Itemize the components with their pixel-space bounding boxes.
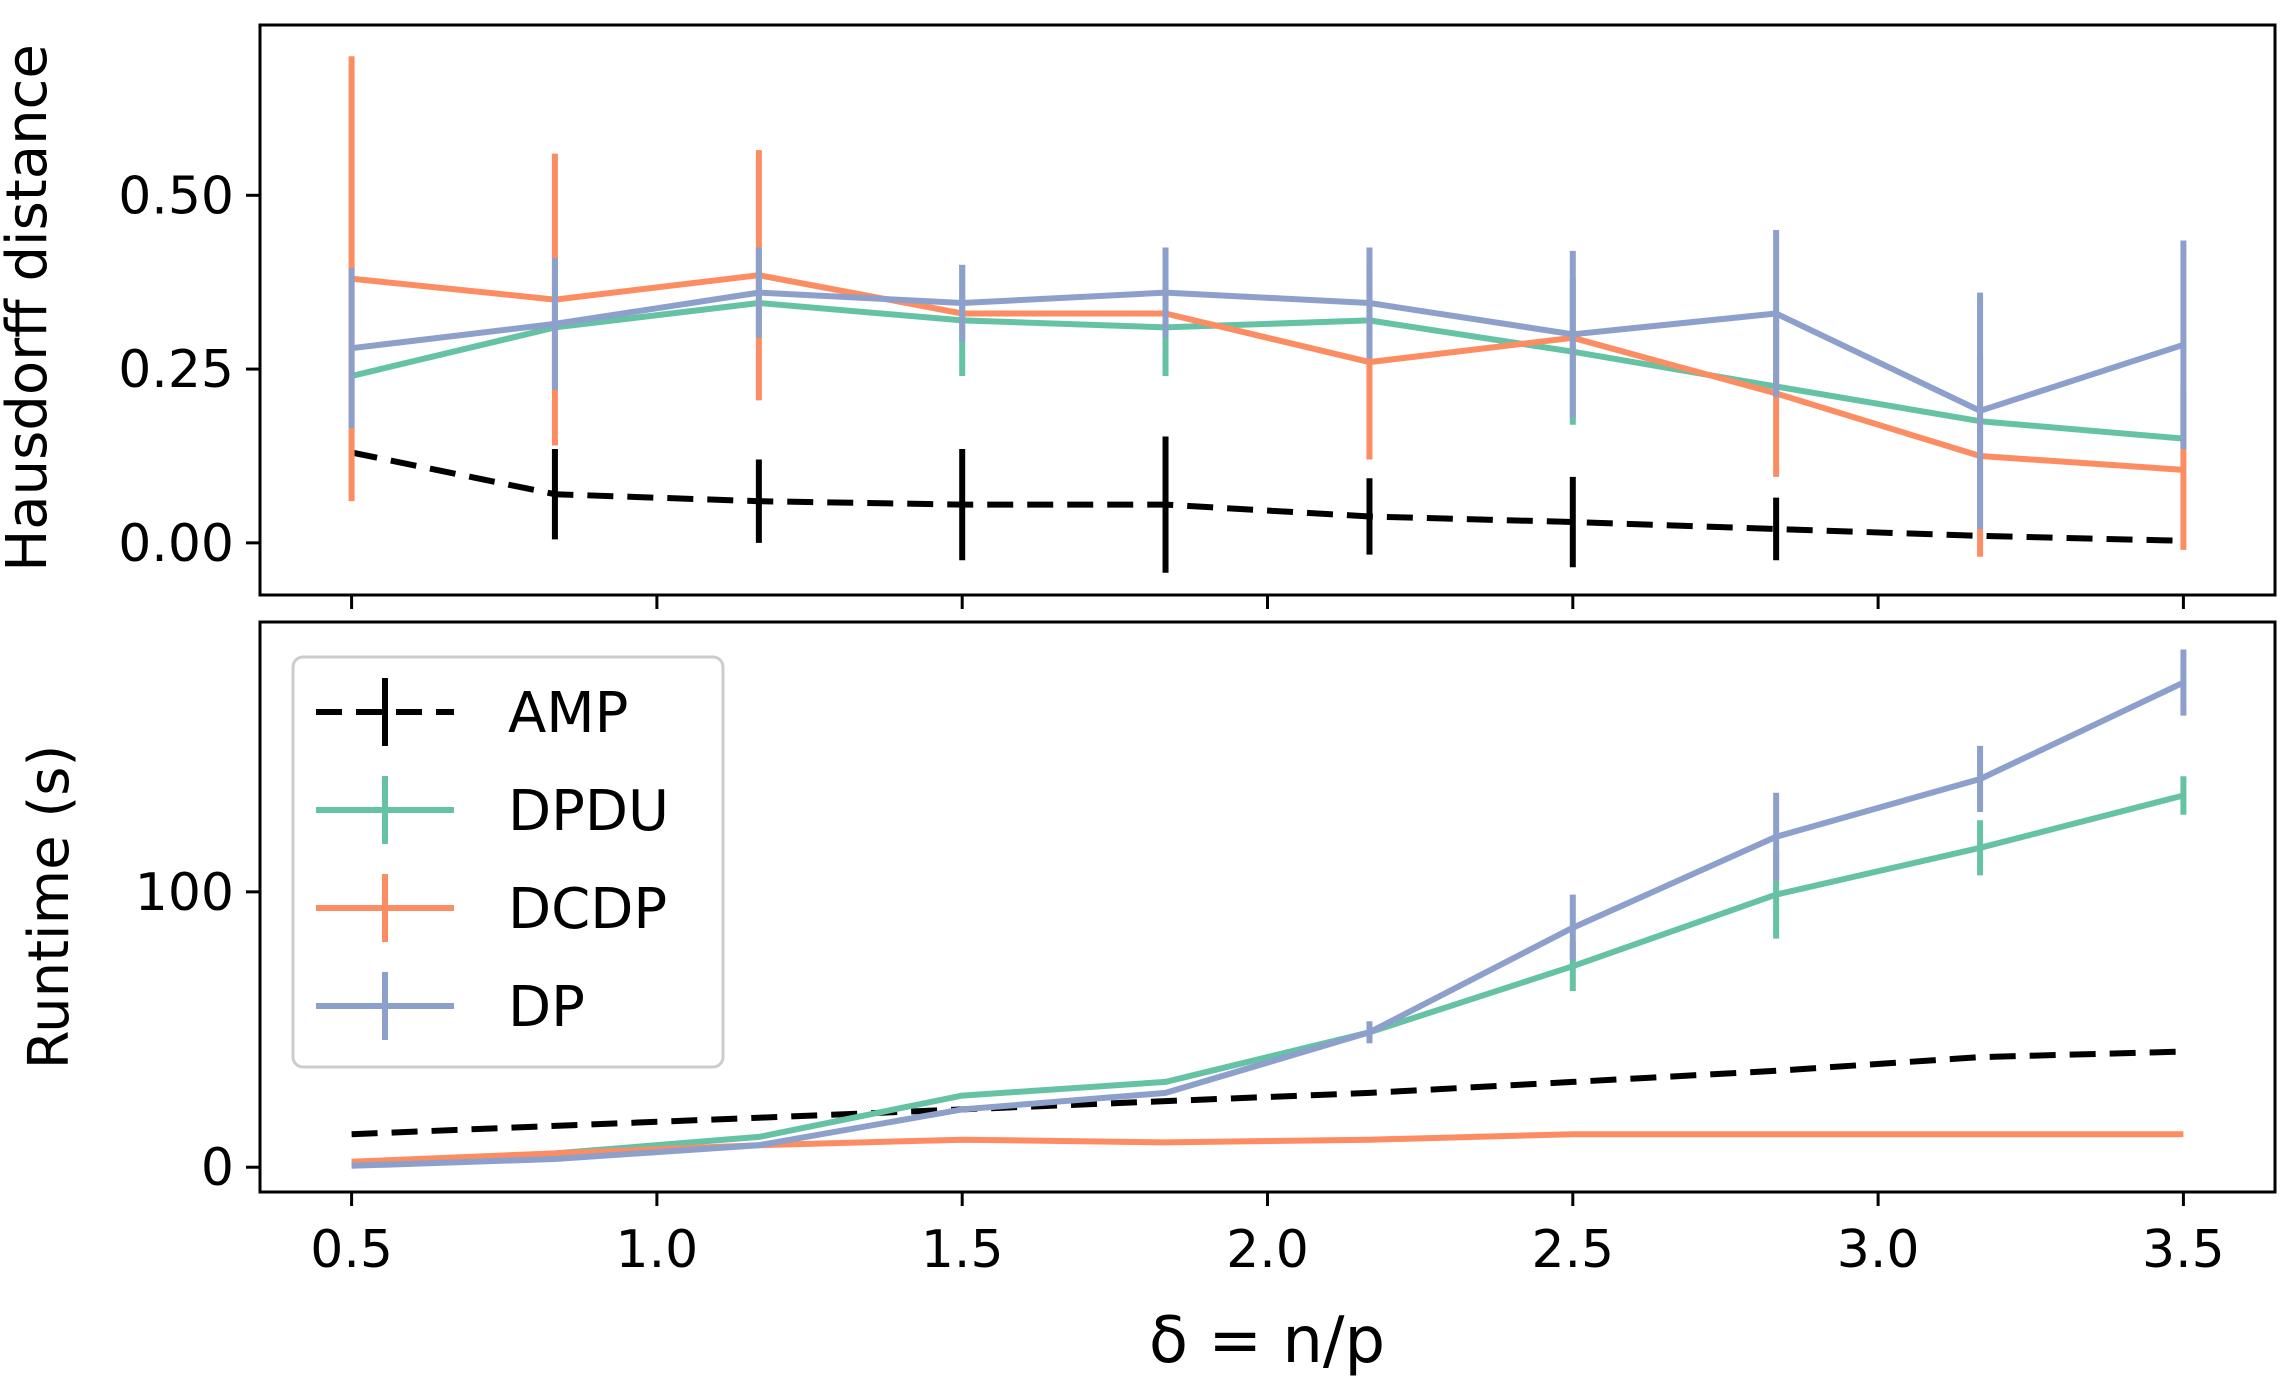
legend-dp-label: DP bbox=[508, 975, 585, 1040]
runtime-x-tick-label: 0.5 bbox=[310, 1220, 393, 1280]
runtime-x-tick-label: 3.5 bbox=[2142, 1220, 2225, 1280]
legend-amp-label: AMP bbox=[508, 681, 628, 746]
runtime-plot-marks bbox=[351, 649, 2187, 1169]
hausdorff-series-dp-line bbox=[351, 289, 2185, 414]
runtime-x-tick-label: 1.5 bbox=[921, 1220, 1004, 1280]
runtime-series-dcdp-line bbox=[351, 1131, 2184, 1165]
runtime-panel: 0.5 1.0 1.5 2.0 2.5 3.0 3.5 0 100 Runtime (s) δ … bbox=[17, 620, 2277, 1378]
hausdorff-y-tick-label: 0.25 bbox=[118, 340, 234, 400]
legend-entries: AMP DPDU DCDP DP bbox=[316, 678, 669, 1040]
legend: AMP DPDU DCDP DP bbox=[291, 655, 725, 1069]
hausdorff-series-dcdp-line bbox=[351, 272, 2184, 473]
hausdorff-axes: 0.00 0.25 0.50 bbox=[118, 166, 2185, 609]
runtime-y-tick-label: 100 bbox=[135, 863, 234, 923]
runtime-x-tick-label: 2.0 bbox=[1226, 1220, 1309, 1280]
runtime-y-tick-label: 0 bbox=[201, 1138, 234, 1198]
runtime-series-dpdu-line bbox=[351, 792, 2185, 1168]
legend-dpdu-label: DPDU bbox=[508, 779, 669, 844]
hausdorff-series-amp-line bbox=[350, 449, 2184, 544]
hausdorff-plot-marks bbox=[348, 56, 2187, 573]
runtime-series-amp-line bbox=[351, 1048, 2184, 1138]
runtime-x-tick-label: 2.5 bbox=[1531, 1220, 1614, 1280]
hausdorff-y-tick-label: 0.50 bbox=[118, 166, 234, 226]
runtime-axes: 0.5 1.0 1.5 2.0 2.5 3.0 3.5 0 100 bbox=[135, 863, 2225, 1280]
runtime-series-dp-line bbox=[351, 679, 2185, 1169]
x-axis-label: δ = n/p bbox=[1149, 1304, 1385, 1378]
hausdorff-panel: 0.00 0.25 0.50 Hausdorff distance bbox=[0, 23, 2277, 609]
legend-box bbox=[291, 655, 725, 1069]
runtime-x-tick-label: 1.0 bbox=[616, 1220, 699, 1280]
hausdorff-y-tick-label: 0.00 bbox=[118, 514, 234, 574]
runtime-y-axis-label: Runtime (s) bbox=[17, 745, 82, 1070]
hausdorff-series-dpdu-line bbox=[350, 300, 2184, 442]
hausdorff-y-axis-label: Hausdorff distance bbox=[0, 44, 60, 572]
runtime-x-tick-label: 3.0 bbox=[1837, 1220, 1920, 1280]
legend-dcdp-label: DCDP bbox=[508, 877, 667, 942]
